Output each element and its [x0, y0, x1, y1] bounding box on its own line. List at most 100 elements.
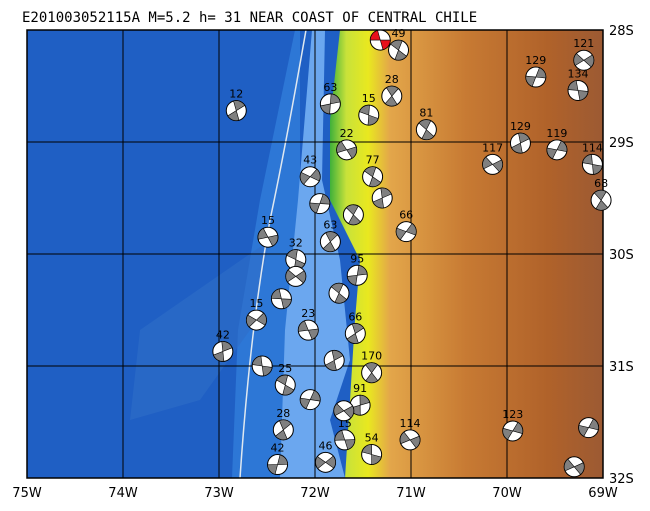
beachball-quadrant: [276, 374, 295, 396]
beachball-quadrant: [227, 100, 246, 121]
beachball-quadrant: [482, 156, 503, 173]
y-tick-label: 32S: [609, 472, 634, 487]
focal-mechanism: [342, 204, 364, 226]
y-tick-label: 31S: [609, 360, 634, 375]
focal-mechanism: [297, 319, 319, 341]
depth-label: 12: [229, 88, 243, 101]
depth-label: 63: [323, 219, 337, 232]
focal-mechanism: [315, 451, 337, 473]
beachball-quadrant: [573, 53, 595, 68]
focal-mechanism: [388, 39, 410, 61]
depth-label: 66: [348, 311, 362, 324]
beachball-quadrant: [246, 312, 267, 328]
beachball-quadrant: [299, 390, 321, 410]
depth-label: 63: [323, 81, 337, 94]
beachball-quadrant: [213, 341, 233, 362]
depth-label: 91: [353, 382, 367, 395]
beachball-quadrant: [251, 355, 273, 377]
focal-mechanism: [285, 265, 307, 287]
focal-mechanism: [381, 85, 403, 107]
focal-mechanism: [212, 340, 234, 362]
depth-label: 43: [303, 154, 317, 167]
depth-label: 117: [482, 141, 503, 154]
focal-mechanism: [546, 139, 568, 161]
beachball-quadrant: [285, 269, 307, 284]
map-title: E201003052115A M=5.2 h= 31 NEAR COAST OF…: [22, 10, 477, 26]
focal-mechanism: [344, 323, 366, 345]
beachball-quadrant: [593, 189, 609, 211]
beachball-quadrant: [372, 187, 392, 209]
beachball-quadrant: [567, 80, 589, 101]
beachball-quadrant: [418, 119, 435, 140]
focal-mechanism: [323, 349, 345, 371]
depth-label: 66: [399, 209, 413, 222]
depth-label: 49: [392, 27, 406, 40]
depth-label: 15: [249, 297, 263, 310]
beachball-quadrant: [582, 154, 603, 175]
x-tick-label: 73W: [204, 486, 234, 501]
focal-mechanism: [369, 29, 391, 51]
beachball-quadrant: [384, 85, 399, 107]
beachball-quadrant: [334, 430, 356, 450]
beachball-quadrant: [390, 39, 407, 61]
depth-label: 42: [271, 442, 285, 455]
focal-mechanism: [361, 443, 383, 465]
beachball-quadrant: [359, 104, 379, 126]
beachball-quadrant: [299, 168, 321, 185]
x-tick-label: 72W: [300, 486, 330, 501]
focal-mechanism: [525, 66, 547, 88]
focal-mechanism: [415, 119, 437, 141]
beachball-quadrant: [511, 132, 530, 154]
focal-mechanism: [319, 93, 341, 115]
depth-label: 121: [573, 37, 594, 50]
beachball-quadrant: [363, 166, 382, 187]
focal-mechanism: [358, 104, 380, 126]
depth-label: 15: [261, 214, 275, 227]
beachball-quadrant: [330, 282, 348, 304]
beachball-quadrant: [578, 418, 599, 437]
beachball-quadrant: [563, 458, 585, 475]
depth-label: 32: [289, 237, 303, 250]
focal-mechanism: [361, 362, 383, 384]
depth-label: 114: [582, 141, 603, 154]
focal-mechanism: [270, 288, 292, 310]
depth-label: 46: [319, 439, 333, 452]
focal-mechanism: [482, 153, 504, 175]
beachball-quadrant: [502, 421, 524, 440]
depth-label: 77: [366, 154, 380, 167]
focal-mechanism: [334, 429, 356, 451]
x-tick-label: 69W: [588, 486, 618, 501]
beachball-quadrant: [395, 223, 417, 241]
focal-mechanism: [581, 153, 603, 175]
y-tick-label: 28S: [609, 24, 634, 39]
depth-label: 25: [278, 362, 292, 375]
depth-label: 129: [525, 54, 546, 67]
beachball-quadrant: [333, 403, 355, 419]
depth-label: 42: [216, 328, 230, 341]
depth-label: 129: [510, 120, 531, 133]
beachball-quadrant: [298, 320, 319, 340]
x-tick-label: 74W: [108, 486, 138, 501]
beachball-quadrant: [320, 93, 341, 115]
beachball-quadrant: [346, 265, 368, 286]
beachball-quadrant: [309, 193, 331, 214]
beachball-quadrant: [275, 419, 292, 441]
y-tick-label: 29S: [609, 136, 634, 151]
focal-mechanism: [399, 429, 421, 451]
focal-mechanism: [333, 400, 355, 422]
beachball-quadrant: [315, 455, 336, 470]
depth-label: 95: [350, 252, 364, 265]
focal-mechanism: [346, 264, 368, 286]
depth-label: 114: [400, 417, 421, 430]
focal-mechanism: [257, 226, 279, 248]
depth-label: 28: [276, 407, 290, 420]
beachball-quadrant: [271, 288, 292, 309]
focal-mechanism: [502, 420, 524, 442]
focal-mechanism: [319, 231, 341, 253]
beachball-quadrant: [361, 444, 382, 465]
x-tick-label: 70W: [492, 486, 522, 501]
focal-mechanism: [274, 374, 296, 396]
focal-mechanism: [299, 389, 321, 411]
